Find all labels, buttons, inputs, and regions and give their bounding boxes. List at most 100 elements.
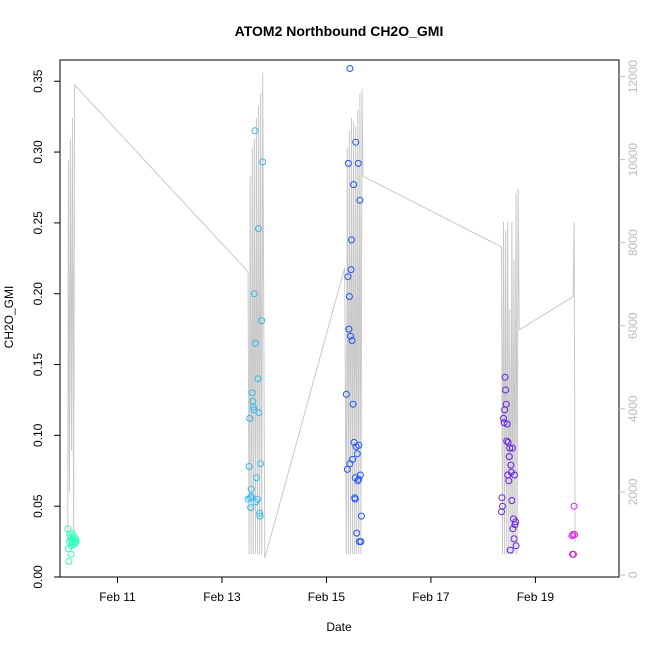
data-point bbox=[254, 495, 261, 503]
data-point bbox=[509, 525, 517, 533]
data-point bbox=[349, 455, 357, 463]
data-point bbox=[65, 557, 73, 565]
data-point bbox=[511, 521, 519, 529]
data-point bbox=[248, 389, 256, 397]
data-point bbox=[255, 409, 263, 417]
data-point bbox=[348, 236, 355, 244]
data-point bbox=[508, 444, 516, 452]
data-point bbox=[247, 504, 255, 512]
data-point bbox=[508, 497, 516, 504]
y-axis: 0.00 0.05 0.10 0.15 0.20 0.25 0.30 0.35 bbox=[31, 69, 60, 589]
y2-axis: 0 2000 4000 6000 8000 10000 12000 bbox=[619, 60, 640, 578]
data-point bbox=[347, 332, 354, 340]
x-tick-label: Feb 19 bbox=[517, 590, 555, 604]
data-point bbox=[356, 196, 364, 204]
data-point bbox=[249, 403, 257, 411]
data-point bbox=[67, 550, 75, 558]
y-axis-label: CH2O_GMI bbox=[2, 286, 16, 349]
data-point bbox=[357, 512, 365, 520]
data-point bbox=[344, 159, 352, 167]
y2-tick-label: 2000 bbox=[626, 478, 640, 505]
data-point bbox=[506, 444, 514, 452]
data-point bbox=[247, 485, 255, 493]
data-point bbox=[353, 450, 361, 458]
data-point bbox=[570, 502, 578, 510]
data-point bbox=[499, 502, 506, 510]
data-point bbox=[342, 390, 350, 398]
data-point bbox=[512, 518, 520, 526]
data-point bbox=[348, 337, 356, 344]
data-point bbox=[351, 495, 359, 503]
altitude-line bbox=[67, 72, 576, 559]
x-tick-label: Feb 15 bbox=[308, 590, 346, 604]
x-tick-label: Feb 17 bbox=[412, 590, 450, 604]
data-point bbox=[355, 475, 363, 483]
y2-tick-label: 6000 bbox=[626, 312, 640, 339]
data-point bbox=[353, 529, 361, 537]
data-point bbox=[72, 538, 80, 546]
x-axis-label: Date bbox=[326, 620, 352, 634]
x-axis: Feb 11 Feb 13 Feb 15 Feb 17 Feb 19 bbox=[99, 577, 554, 604]
y2-tick-label: 12000 bbox=[626, 60, 640, 94]
y2-tick-label: 4000 bbox=[626, 395, 640, 422]
data-point bbox=[570, 550, 577, 558]
data-point bbox=[251, 339, 259, 347]
data-point bbox=[571, 531, 579, 538]
data-point bbox=[354, 477, 362, 485]
chart-title: ATOM2 Northbound CH2O_GMI bbox=[235, 23, 444, 39]
data-point bbox=[256, 512, 264, 520]
data-point bbox=[507, 461, 515, 469]
data-point bbox=[354, 159, 362, 167]
data-point bbox=[501, 373, 509, 381]
y-tick-label: 0.00 bbox=[31, 565, 45, 589]
data-point bbox=[68, 529, 76, 537]
data-point bbox=[350, 181, 358, 189]
data-point bbox=[71, 536, 79, 544]
data-point bbox=[355, 441, 363, 449]
data-point bbox=[512, 542, 520, 550]
data-point bbox=[502, 386, 510, 394]
data-point bbox=[251, 127, 259, 135]
y2-tick-label: 8000 bbox=[626, 229, 640, 256]
data-point bbox=[250, 406, 258, 414]
y2-tick-label: 0 bbox=[626, 571, 640, 578]
data-point bbox=[72, 535, 80, 543]
data-point bbox=[503, 420, 511, 428]
plot-frame bbox=[59, 59, 620, 578]
data-point bbox=[259, 158, 267, 166]
data-point bbox=[71, 539, 79, 547]
data-point bbox=[498, 494, 506, 502]
data-point bbox=[254, 375, 262, 383]
data-point bbox=[255, 225, 262, 233]
data-point bbox=[258, 317, 266, 325]
data-point bbox=[500, 414, 507, 422]
data-point bbox=[352, 138, 360, 146]
data-point bbox=[510, 535, 518, 543]
data-point bbox=[503, 437, 511, 445]
data-point bbox=[506, 546, 514, 554]
points-layer bbox=[64, 65, 579, 565]
data-point bbox=[356, 471, 364, 479]
y2-tick-label: 10000 bbox=[626, 143, 640, 177]
data-point bbox=[346, 65, 354, 72]
data-point bbox=[343, 465, 351, 473]
data-point bbox=[502, 400, 510, 408]
data-point bbox=[505, 477, 513, 485]
x-tick-label: Feb 13 bbox=[203, 590, 241, 604]
y-tick-label: 0.15 bbox=[31, 353, 45, 377]
data-point bbox=[357, 538, 365, 546]
x-tick-label: Feb 11 bbox=[99, 590, 136, 604]
y-tick-label: 0.20 bbox=[31, 282, 45, 306]
data-point bbox=[250, 290, 258, 298]
data-point bbox=[347, 266, 355, 274]
data-point bbox=[349, 400, 357, 408]
y-tick-label: 0.05 bbox=[31, 494, 45, 518]
data-point bbox=[345, 293, 353, 300]
y-tick-label: 0.10 bbox=[31, 423, 45, 447]
y-tick-label: 0.30 bbox=[31, 140, 45, 164]
data-point bbox=[256, 509, 264, 517]
data-point bbox=[511, 471, 518, 479]
data-point bbox=[246, 414, 254, 422]
